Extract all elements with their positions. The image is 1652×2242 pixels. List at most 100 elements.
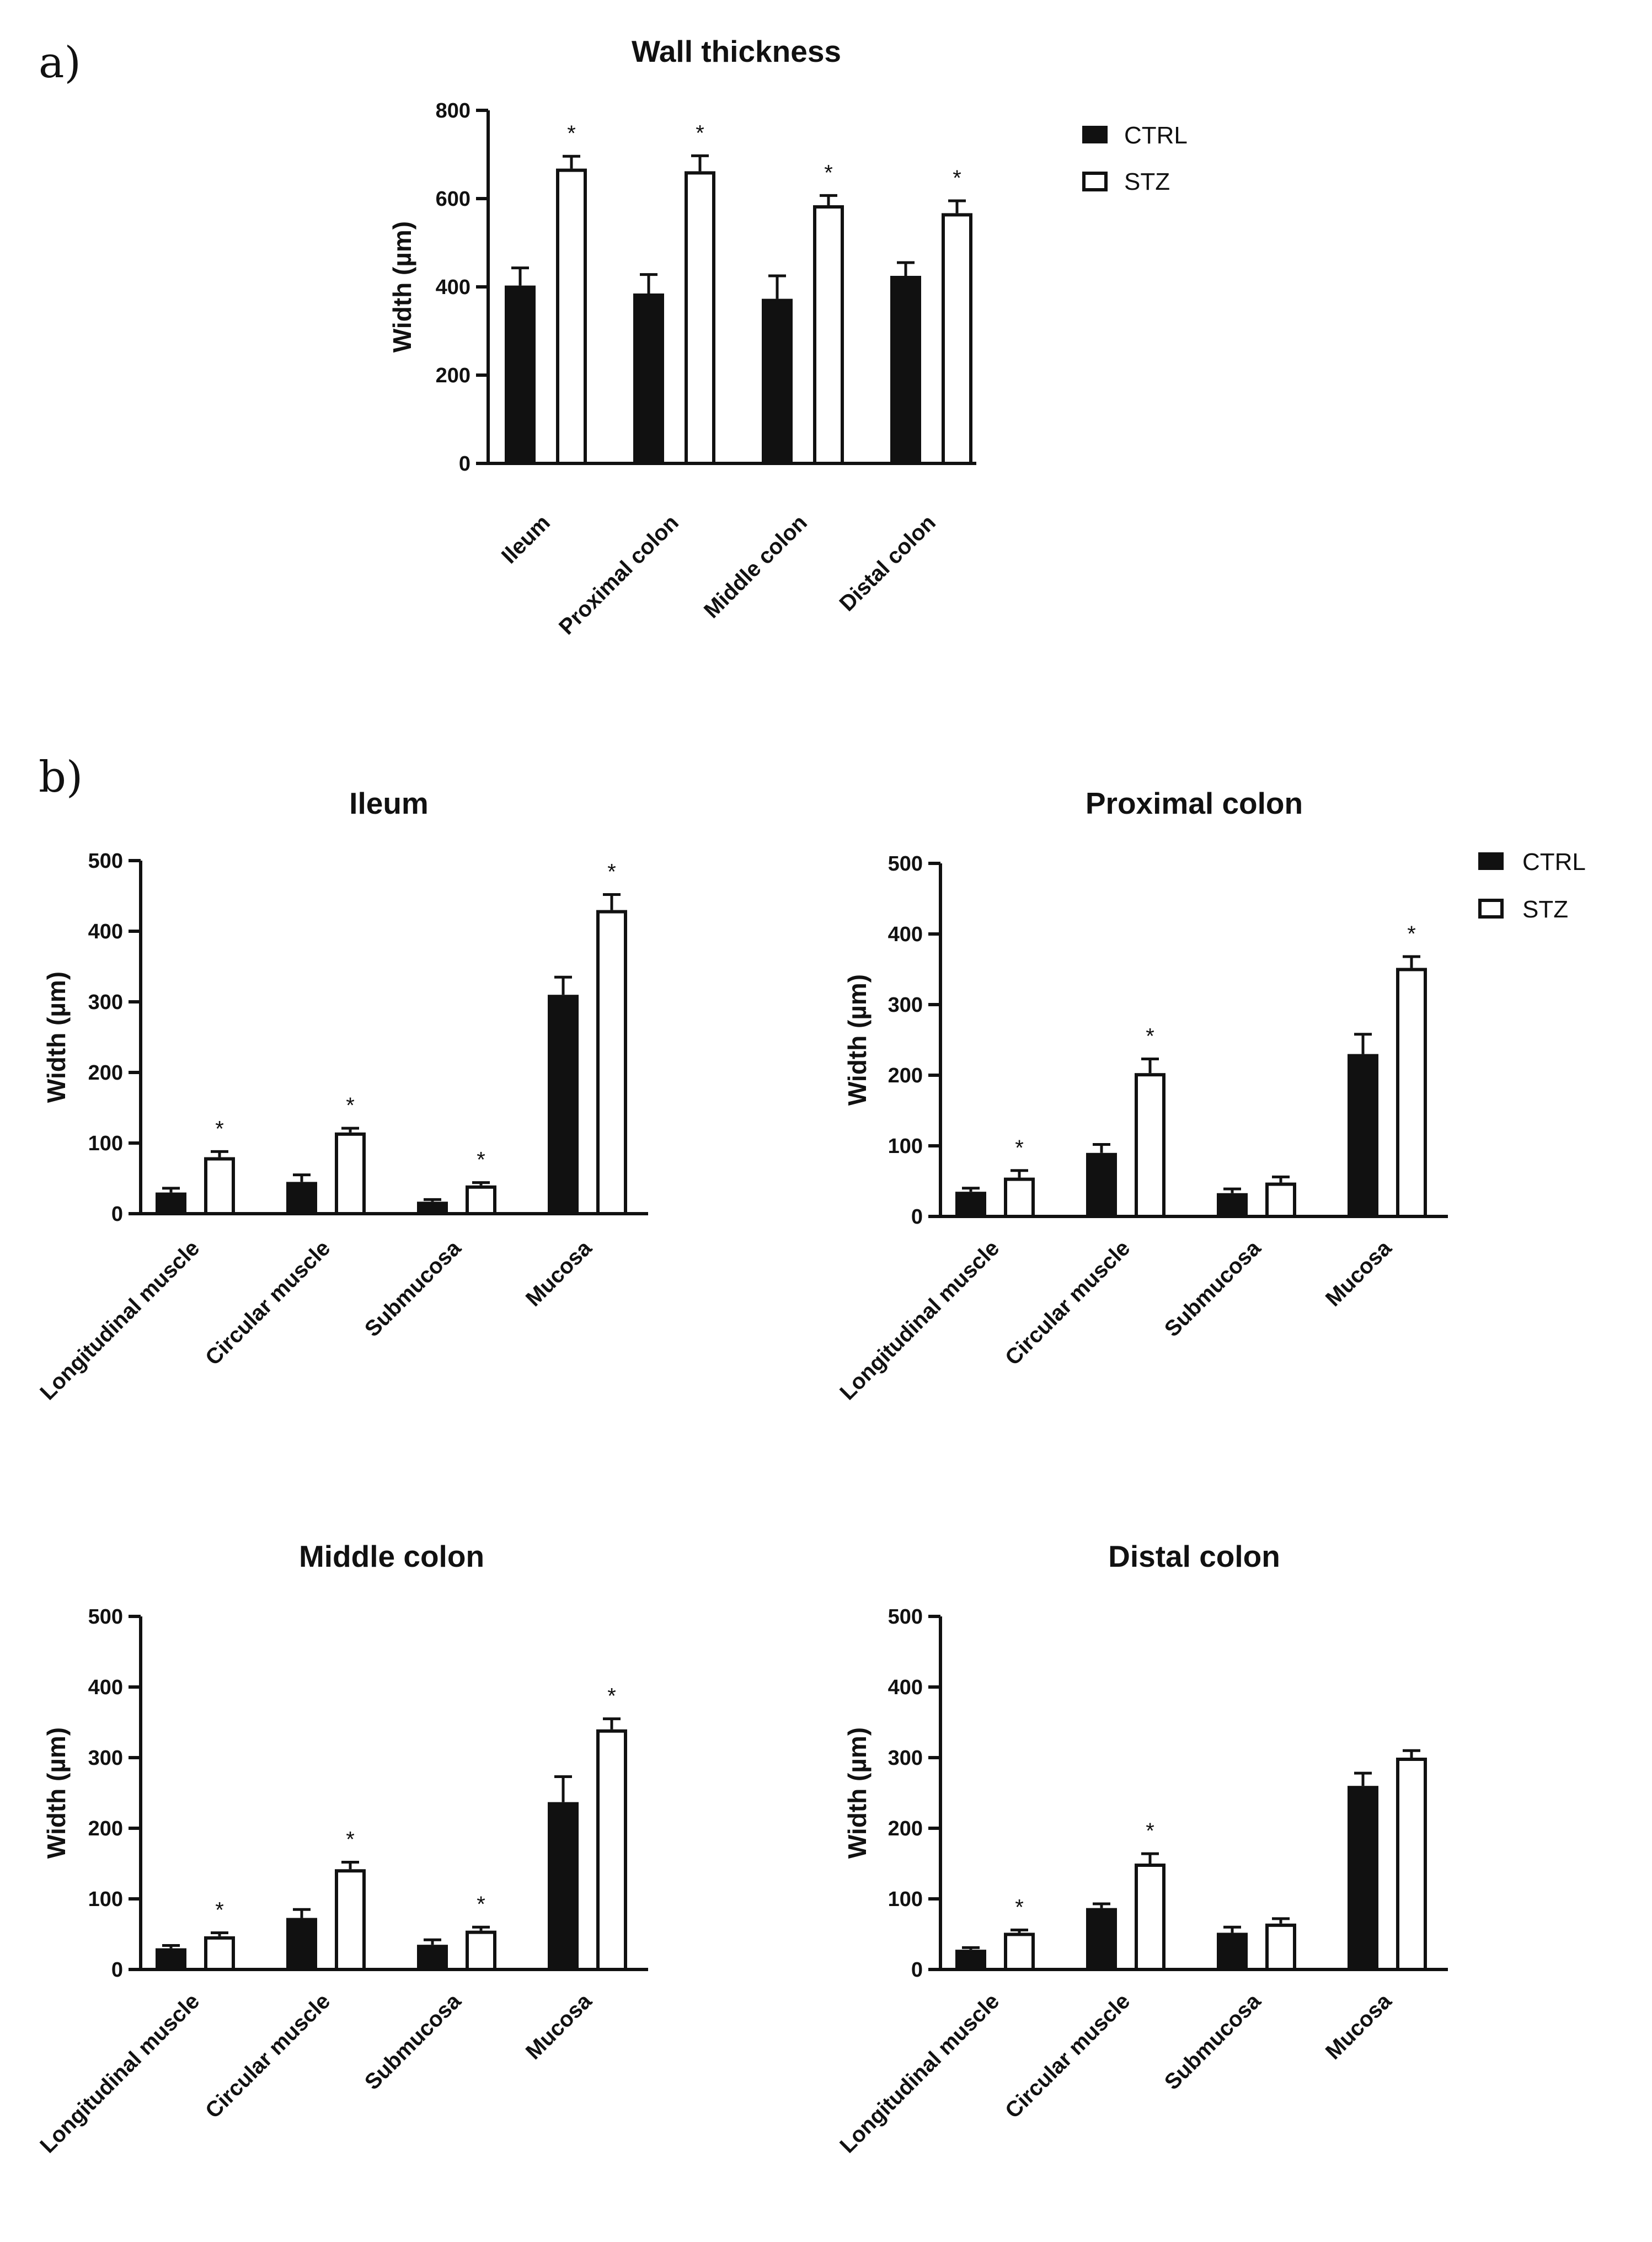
bar-ctrl-submucosa — [417, 1202, 448, 1214]
category-label: Longitudinal muscle — [835, 1236, 1004, 1405]
y-tick-label: 200 — [88, 1817, 123, 1840]
bar-ctrl-submucosa — [1217, 1933, 1248, 1969]
y-tick-label: 300 — [88, 1747, 123, 1770]
y-tick-label: 200 — [88, 1061, 123, 1085]
category-label: Submucosa — [1160, 1236, 1266, 1342]
bar-ctrl-longitudinal-muscle — [955, 1192, 986, 1216]
bar-stz-circular-muscle — [1136, 1075, 1164, 1216]
y-axis-title: Width (µm) — [388, 221, 416, 353]
bar-ctrl-distal-colon — [890, 276, 921, 463]
legend-stz-swatch — [1480, 900, 1502, 917]
bar-stz-longitudinal-muscle — [206, 1938, 233, 1969]
y-tick-label: 100 — [88, 1888, 123, 1911]
legend-ctrl-swatch — [1082, 126, 1108, 143]
y-tick-label: 400 — [88, 920, 123, 943]
y-tick-label: 600 — [436, 188, 471, 211]
significance-star: * — [215, 1898, 224, 1922]
bar-ctrl-circular-muscle — [1086, 1908, 1117, 1969]
significance-star: * — [1146, 1024, 1154, 1049]
legend-ctrl-label: CTRL — [1124, 122, 1188, 149]
panel-label-b: b) — [39, 752, 83, 802]
y-tick-label: 500 — [888, 852, 923, 876]
legend-panel-b: CTRL STZ — [1478, 848, 1586, 923]
legend-ctrl-label: CTRL — [1522, 848, 1586, 876]
bar-ctrl-ileum — [505, 286, 536, 463]
bar-ctrl-middle-colon — [762, 299, 793, 463]
significance-star: * — [567, 121, 576, 146]
y-tick-label: 0 — [911, 1205, 923, 1229]
category-label: Proximal colon — [554, 510, 683, 639]
significance-star: * — [1407, 922, 1416, 946]
y-tick-label: 200 — [888, 1817, 923, 1840]
bar-stz-circular-muscle — [1136, 1865, 1164, 1969]
y-axis-title: Width (µm) — [42, 971, 71, 1103]
bar-ctrl-mucosa — [1348, 1786, 1378, 1969]
proximal-colon-chart: Proximal colon 0 100 200 300 400 500 Width (µm)… — [835, 786, 1448, 1405]
category-label: Longitudinal muscle — [35, 1989, 204, 2158]
significance-star: * — [953, 166, 961, 190]
y-tick-label: 400 — [888, 923, 923, 946]
category-label: Distal colon — [835, 510, 940, 616]
y-tick-label: 400 — [88, 1676, 123, 1699]
y-tick-label: 500 — [888, 1605, 923, 1629]
category-label: Circular muscle — [1001, 1989, 1135, 2123]
bar-stz-submucosa — [467, 1933, 495, 1969]
significance-star: * — [346, 1827, 355, 1851]
bar-stz-mucosa — [1398, 1759, 1425, 1969]
middle-colon-chart: Middle colon 0 100 200 300 400 500 Width (µm) * L… — [35, 1539, 648, 2158]
category-label: Circular muscle — [201, 1236, 335, 1370]
bar-ctrl-mucosa — [548, 1802, 579, 1969]
bar-stz-submucosa — [1267, 1184, 1295, 1216]
category-label: Submucosa — [360, 1236, 466, 1342]
legend-stz-label: STZ — [1522, 896, 1568, 923]
y-axis-title: Width (µm) — [42, 1727, 71, 1859]
significance-star: * — [477, 1148, 485, 1172]
y-tick-label: 0 — [111, 1203, 123, 1226]
category-label: Mucosa — [1321, 1989, 1397, 2064]
bar-stz-proximal-colon — [686, 173, 714, 463]
significance-star: * — [607, 1684, 616, 1709]
bar-ctrl-longitudinal-muscle — [955, 1950, 986, 1969]
bar-stz-longitudinal-muscle — [206, 1159, 233, 1214]
bar-stz-submucosa — [1267, 1925, 1295, 1969]
category-label: Middle colon — [699, 510, 812, 623]
legend-stz-label: STZ — [1124, 168, 1170, 195]
y-tick-label: 100 — [88, 1132, 123, 1155]
category-label: Longitudinal muscle — [35, 1236, 204, 1405]
significance-star: * — [607, 860, 616, 884]
bar-ctrl-submucosa — [417, 1945, 448, 1969]
bar-stz-submucosa — [467, 1187, 495, 1214]
y-tick-label: 0 — [911, 1958, 923, 1982]
bar-ctrl-longitudinal-muscle — [156, 1949, 186, 1969]
y-tick-label: 200 — [436, 364, 471, 387]
bar-stz-circular-muscle — [336, 1134, 364, 1214]
legend-panel-a: CTRL STZ — [1082, 122, 1188, 195]
chart-title: Ileum — [349, 786, 429, 820]
y-tick-label: 800 — [436, 99, 471, 122]
figure-canvas: a) b) Wall thickness 0 200 400 600 800 Width (… — [0, 0, 1652, 2242]
y-tick-label: 200 — [888, 1064, 923, 1087]
bar-stz-longitudinal-muscle — [1006, 1934, 1033, 1969]
panel-label-a: a) — [39, 38, 81, 88]
category-label: Circular muscle — [201, 1989, 335, 2123]
y-tick-label: 100 — [888, 1135, 923, 1158]
significance-star: * — [1015, 1136, 1024, 1160]
category-label: Circular muscle — [1001, 1236, 1135, 1370]
significance-star: * — [824, 161, 833, 185]
bar-ctrl-proximal-colon — [633, 293, 664, 463]
significance-star: * — [346, 1093, 355, 1118]
bar-ctrl-circular-muscle — [286, 1182, 317, 1214]
legend-ctrl-swatch — [1478, 852, 1504, 870]
significance-star: * — [696, 121, 704, 145]
chart-title: Wall thickness — [632, 34, 841, 68]
ileum-chart: Ileum 0 100 200 300 400 500 Width (µm) * Longitud… — [35, 786, 648, 1405]
category-label: Submucosa — [360, 1989, 466, 2095]
y-axis-title: Width (µm) — [843, 974, 872, 1106]
y-tick-label: 400 — [888, 1676, 923, 1699]
bar-ctrl-circular-muscle — [1086, 1153, 1117, 1216]
significance-star: * — [1015, 1895, 1024, 1919]
bar-ctrl-mucosa — [1348, 1054, 1378, 1216]
bar-stz-mucosa — [598, 912, 625, 1214]
y-tick-label: 300 — [888, 1747, 923, 1770]
bar-ctrl-submucosa — [1217, 1193, 1248, 1216]
